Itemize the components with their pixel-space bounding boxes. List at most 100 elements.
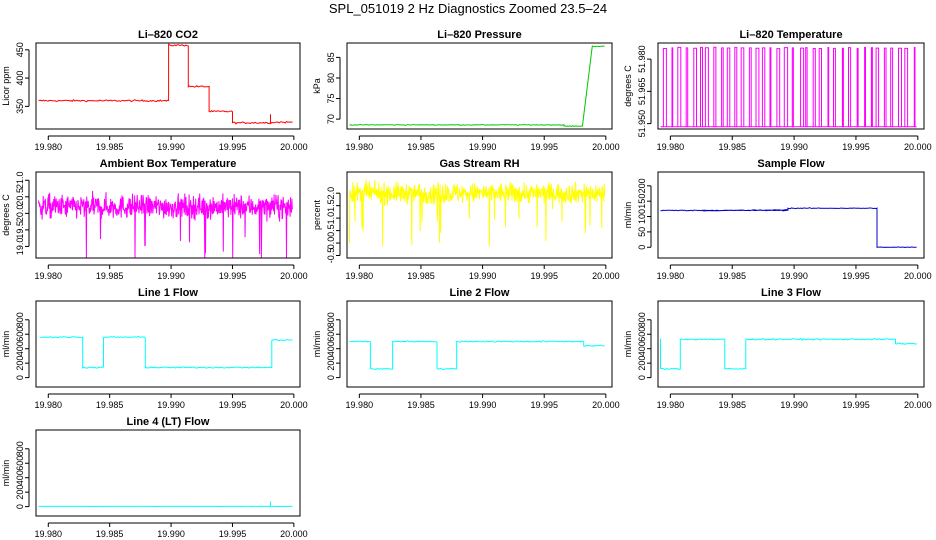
panel-title: Li–820 Pressure [437,29,521,41]
y-tick-label: 400 [15,470,25,485]
y-axis-label: percent [312,199,322,230]
y-tick-label: 350 [15,99,25,114]
panel-2: Li–820 Pressure kPa 19.980 19.985 19.990 19.9… [312,29,620,152]
y-tick-label: 1.0 [326,212,336,225]
y-tick-label: 600 [326,327,336,342]
x-tick-label: 19.995 [219,142,247,152]
y-tick-label: 20.0 [15,205,25,223]
panel-title: Line 2 Flow [450,287,510,299]
y-tick-label: 51.965 [637,78,647,106]
y-tick-label: 200 [637,178,647,193]
panel-5: Gas Stream RH percent 19.980 19.985 19.990 19… [312,158,620,281]
y-tick-label: 80 [326,73,336,83]
y-axis-label: degrees C [1,194,11,236]
y-tick-label: 50 [637,227,647,237]
x-tick-label: 19.985 [96,400,124,410]
series-line [349,45,605,127]
panel-3: Li–820 Temperature degrees C 19.980 19.985 1… [623,29,932,152]
y-tick-label: 600 [15,327,25,342]
x-tick-label: 20.000 [592,271,620,281]
y-tick-label: 85 [326,52,336,62]
panel-9: Line 3 Flow ml/min 19.980 19.985 19.990 19.99… [623,287,932,410]
series-line [38,501,293,508]
y-tick-label: 400 [15,341,25,356]
y-tick-label: 20.5 [15,188,25,206]
y-tick-label: 70 [326,114,336,124]
y-tick-label: 400 [326,341,336,356]
y-tick-label: 0 [637,375,647,380]
y-tick-label: 200 [15,356,25,371]
x-tick-label: 19.995 [842,400,870,410]
x-tick-label: 19.980 [35,400,63,410]
x-tick-label: 19.985 [96,271,124,281]
panel-8: Line 2 Flow ml/min 19.980 19.985 19.990 19.99… [312,287,620,410]
y-tick-label: 2.0 [326,187,336,200]
x-tick-label: 19.990 [157,400,185,410]
panel-7: Line 1 Flow ml/min 19.980 19.985 19.990 19.99… [1,287,308,410]
x-tick-label: 19.985 [407,142,435,152]
y-tick-label: 0 [637,245,647,250]
y-tick-label: -0.5 [326,248,336,264]
x-tick-label: 19.980 [657,271,685,281]
y-tick-label: 19.0 [15,238,25,256]
plot-frame [657,300,925,388]
plot-frame [346,42,613,130]
x-tick-label: 19.980 [35,271,63,281]
plot-frame [35,300,301,388]
panel-title: Line 1 Flow [138,287,198,299]
y-axis-label: ml/min [623,331,633,358]
x-tick-label: 19.985 [718,271,746,281]
x-tick-label: 19.990 [780,271,808,281]
x-tick-label: 19.990 [157,142,185,152]
y-tick-label: 0 [326,375,336,380]
x-tick-label: 19.985 [96,529,124,539]
series-line [349,179,606,247]
x-tick-label: 19.990 [780,142,808,152]
series-line [39,335,293,369]
x-tick-label: 19.995 [842,142,870,152]
x-tick-label: 19.995 [530,142,558,152]
x-tick-label: 19.990 [469,271,497,281]
y-tick-label: 0 [15,375,25,380]
y-tick-label: 800 [637,312,647,327]
y-axis-label: ml/min [623,202,633,229]
panel-title: Line 3 Flow [761,287,821,299]
plot-frame [346,300,613,388]
y-tick-label: 400 [637,341,647,356]
x-tick-label: 19.985 [96,142,124,152]
x-tick-label: 19.990 [780,400,808,410]
x-tick-label: 20.000 [904,400,932,410]
y-tick-label: 51.980 [637,45,647,73]
x-tick-label: 19.990 [157,271,185,281]
y-tick-label: 0 [15,504,25,509]
series-line [38,190,293,259]
x-tick-label: 20.000 [280,142,308,152]
x-tick-label: 19.985 [718,142,746,152]
y-tick-label: 450 [15,42,25,57]
plot-frame [35,42,301,130]
panel-6: Sample Flow ml/min 19.980 19.985 19.990 19.99… [623,158,932,281]
y-tick-label: 800 [326,312,336,327]
y-tick-label: 800 [15,441,25,456]
x-tick-label: 19.995 [842,271,870,281]
series-line [660,46,917,128]
y-tick-label: 200 [637,356,647,371]
y-tick-label: 75 [326,94,336,104]
x-tick-label: 20.000 [592,142,620,152]
x-tick-label: 19.985 [718,400,746,410]
panel-title: Li–820 Temperature [739,29,842,41]
x-tick-label: 19.980 [346,142,374,152]
panel-1: Li–820 CO2 Licor ppm 19.980 19.985 19.990 19.… [1,29,308,152]
y-axis-label: kPa [312,78,322,94]
x-tick-label: 20.000 [904,271,932,281]
x-tick-label: 19.985 [407,271,435,281]
y-tick-label: 100 [637,209,647,224]
y-tick-label: 200 [326,356,336,371]
x-tick-label: 19.980 [35,529,63,539]
x-tick-label: 20.000 [904,142,932,152]
y-tick-label: 51.950 [637,110,647,138]
x-tick-label: 19.990 [469,400,497,410]
y-axis-label: Licor ppm [1,66,11,106]
x-tick-label: 19.980 [657,400,685,410]
y-axis-label: ml/min [312,331,322,358]
